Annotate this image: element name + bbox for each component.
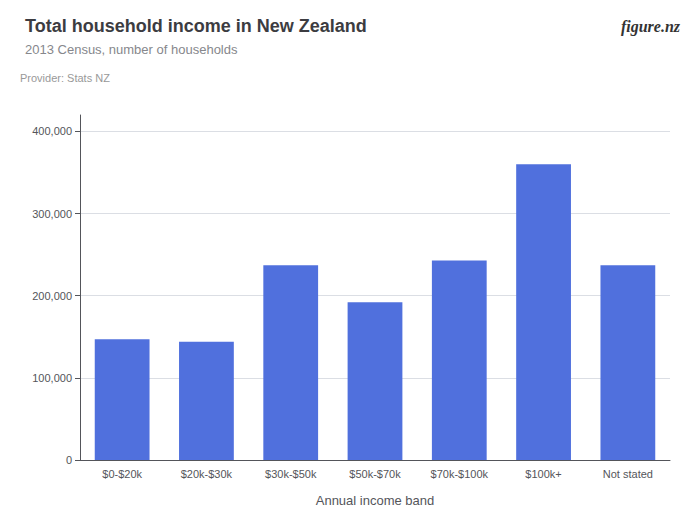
svg-text:$70k-$100k: $70k-$100k bbox=[431, 468, 489, 480]
svg-text:figure.nz: figure.nz bbox=[621, 18, 681, 36]
svg-text:2013 Census, number of househo: 2013 Census, number of households bbox=[25, 42, 238, 57]
svg-text:Annual income band: Annual income band bbox=[316, 493, 435, 508]
svg-text:Not stated: Not stated bbox=[603, 468, 653, 480]
svg-text:$0-$20k: $0-$20k bbox=[102, 468, 142, 480]
svg-text:200,000: 200,000 bbox=[32, 290, 72, 302]
svg-text:400,000: 400,000 bbox=[32, 125, 72, 137]
svg-text:$100k+: $100k+ bbox=[525, 468, 561, 480]
svg-text:$50k-$70k: $50k-$70k bbox=[349, 468, 401, 480]
svg-text:$20k-$30k: $20k-$30k bbox=[181, 468, 233, 480]
svg-text:100,000: 100,000 bbox=[32, 372, 72, 384]
svg-text:0: 0 bbox=[66, 454, 72, 466]
svg-text:Provider: Stats NZ: Provider: Stats NZ bbox=[20, 72, 110, 84]
svg-text:Total household income in New: Total household income in New Zealand bbox=[25, 16, 367, 36]
svg-text:300,000: 300,000 bbox=[32, 208, 72, 220]
svg-text:$30k-$50k: $30k-$50k bbox=[265, 468, 317, 480]
